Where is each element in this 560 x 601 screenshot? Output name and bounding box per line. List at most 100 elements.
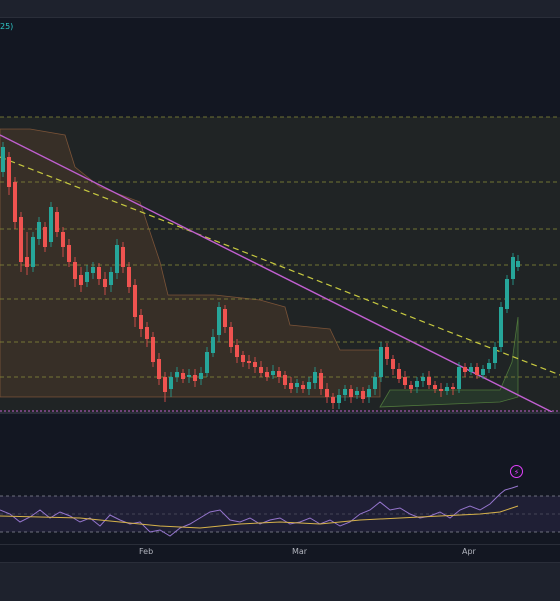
candle-body <box>103 279 107 287</box>
candle-body <box>511 257 515 279</box>
candle-body <box>427 377 431 385</box>
candle-body <box>49 207 53 242</box>
candle-body <box>217 307 221 335</box>
candle-body <box>403 377 407 385</box>
candle-body <box>439 389 443 391</box>
candle-body <box>505 279 509 309</box>
time-axis[interactable] <box>0 544 560 563</box>
indicator-legend: 25) <box>0 22 14 31</box>
candle-body <box>163 377 167 392</box>
candle-body <box>325 389 329 397</box>
candle-body <box>25 257 29 267</box>
candle-body <box>157 359 161 379</box>
candle-body <box>409 385 413 389</box>
candle-body <box>469 367 473 372</box>
candle-body <box>37 222 41 239</box>
candle-body <box>481 369 485 375</box>
rsi-ma-line <box>0 505 519 529</box>
candle-body <box>421 377 425 381</box>
candle-body <box>361 391 365 399</box>
candle-body <box>373 377 377 389</box>
candle-body <box>91 267 95 273</box>
candle-body <box>247 361 251 363</box>
candle-body <box>85 272 89 282</box>
top-toolbar <box>0 0 560 18</box>
candle-body <box>253 362 257 367</box>
candle-body <box>187 375 191 377</box>
time-label-mar: Mar <box>292 547 308 556</box>
candle-body <box>457 367 461 389</box>
candle-body <box>169 377 173 389</box>
candle-body <box>97 267 101 279</box>
rsi-band <box>0 496 560 532</box>
dashed-trendline <box>0 156 560 376</box>
candle-body <box>391 359 395 369</box>
candle-body <box>451 387 455 389</box>
candle-body <box>55 212 59 232</box>
lightning-icon[interactable]: ⚡ <box>510 465 523 478</box>
candle-body <box>415 381 419 387</box>
rsi-pane[interactable] <box>0 414 560 544</box>
candle-body <box>307 382 311 389</box>
candle-body <box>397 369 401 379</box>
candle-body <box>313 372 317 383</box>
candle-body <box>229 327 233 347</box>
candle-body <box>343 389 347 395</box>
candle-body <box>31 237 35 267</box>
candle-body <box>43 227 47 247</box>
candle-body <box>319 373 323 389</box>
candle-body <box>265 372 269 377</box>
candle-body <box>271 371 275 375</box>
candle-body <box>121 247 125 267</box>
price-pane[interactable] <box>0 17 560 412</box>
candle-body <box>277 371 281 377</box>
candle-body <box>145 327 149 339</box>
candle-body <box>283 375 287 385</box>
candle-body <box>79 275 83 285</box>
pane-separator[interactable] <box>0 412 560 414</box>
candle-body <box>367 389 371 397</box>
candle-body <box>61 232 65 247</box>
candle-body <box>331 397 335 403</box>
candle-body <box>349 389 353 397</box>
candle-body <box>193 375 197 381</box>
candle-body <box>445 387 449 391</box>
candle-body <box>115 245 119 273</box>
candle-body <box>289 383 293 389</box>
candle-body <box>301 385 305 389</box>
candle-body <box>223 309 227 327</box>
candle-body <box>433 385 437 389</box>
candle-body <box>487 363 491 369</box>
candle-body <box>355 391 359 395</box>
candle-body <box>499 307 503 347</box>
cloud-bullish <box>379 316 519 408</box>
candle-body <box>211 337 215 353</box>
time-label-apr: Apr <box>462 547 476 556</box>
candle-body <box>133 285 137 317</box>
candle-body <box>109 272 113 285</box>
candle-body <box>67 245 71 262</box>
candle-body <box>127 267 131 287</box>
candle-body <box>175 372 179 377</box>
candle-body <box>463 367 467 372</box>
candle-body <box>385 347 389 359</box>
candles <box>1 142 520 409</box>
candle-body <box>235 345 239 357</box>
candle-body <box>205 352 209 373</box>
candle-body <box>337 395 341 403</box>
descending-trendline[interactable] <box>0 134 553 412</box>
candle-body <box>73 262 77 279</box>
candle-body <box>199 373 203 379</box>
candle-body <box>295 383 299 387</box>
candle-body <box>493 347 497 363</box>
candle-body <box>13 182 17 222</box>
candle-body <box>516 261 520 267</box>
candle-body <box>19 217 23 262</box>
candle-body <box>241 355 245 362</box>
candle-body <box>139 315 143 329</box>
candle-body <box>475 367 479 375</box>
candle-body <box>151 337 155 362</box>
candle-body <box>259 367 263 373</box>
time-label-feb: Feb <box>139 547 154 556</box>
